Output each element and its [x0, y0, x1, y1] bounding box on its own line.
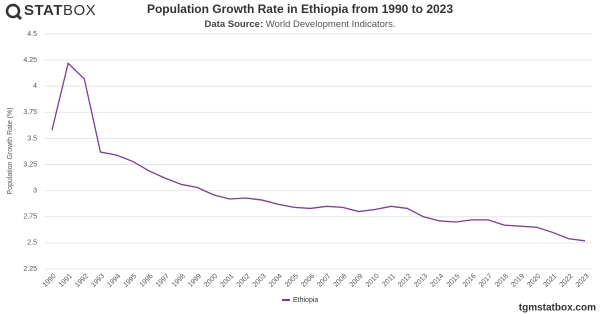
logo-icon: [15, 13, 23, 21]
y-tick-label: 2.25: [23, 266, 37, 273]
y-tick-label: 4: [33, 83, 37, 90]
subtitle-text: World Development Indicators.: [266, 19, 396, 30]
x-tick-label: 2010: [365, 273, 381, 289]
y-axis-label: Population Growth Rate (%): [7, 107, 14, 194]
y-tick-label: 4.5: [27, 31, 37, 38]
x-tick-label: 2015: [446, 273, 462, 289]
x-tick-label: 2016: [462, 273, 478, 289]
x-tick-label: 2019: [510, 273, 526, 289]
x-tick-label: 1998: [171, 273, 187, 289]
y-tick-label: 3.25: [23, 161, 37, 168]
logo-light: BOX: [63, 2, 96, 19]
x-tick-label: 1992: [74, 273, 90, 289]
x-tick-label: 2021: [542, 273, 558, 289]
x-tick-label: 2002: [236, 273, 252, 289]
y-tick-label: 3: [33, 188, 37, 195]
x-tick-label: 2022: [559, 273, 575, 289]
x-tick-label: 2023: [575, 273, 591, 289]
data-line: [51, 61, 586, 242]
x-tick-label: 2020: [526, 273, 542, 289]
x-tick-label: 2007: [316, 273, 332, 289]
logo-icon: [5, 3, 21, 19]
x-tick-label: 2012: [397, 273, 413, 289]
footer: tgmstatbox.com: [519, 303, 596, 314]
logo: STATBOX: [5, 2, 96, 21]
chart-subtitle: Data Source: World Development Indicator…: [205, 19, 396, 30]
x-tick-label: 1994: [106, 273, 122, 289]
chart-title: Population Growth Rate in Ethiopia from …: [147, 2, 453, 16]
x-tick-label: 2009: [349, 273, 365, 289]
x-tick-label: 1993: [90, 273, 106, 289]
x-tick-label: 1996: [139, 273, 155, 289]
x-tick-label: 1991: [58, 273, 74, 289]
y-tick-label: 2.5: [27, 240, 37, 247]
legend: Ethiopia: [282, 297, 318, 304]
x-tick-label: 1995: [123, 273, 139, 289]
logo-text: STATBOX: [24, 2, 96, 19]
y-tick-label: 4.25: [23, 57, 37, 64]
x-tick-label: 2014: [429, 273, 445, 289]
x-tick-label: 2000: [203, 273, 219, 289]
x-tick-label: 1999: [187, 273, 203, 289]
x-tick-label: 2005: [284, 273, 300, 289]
subtitle-label: Data Source:: [205, 19, 264, 30]
y-tick-label: 3.75: [23, 109, 37, 116]
x-tick-label: 2003: [252, 273, 268, 289]
x-tick-label: 2006: [300, 273, 316, 289]
x-tick-label: 1997: [155, 273, 171, 289]
x-tick-label: 2001: [219, 273, 235, 289]
x-tick-label: 1990: [42, 273, 58, 289]
y-tick-label: 3.5: [27, 135, 37, 142]
x-tick-label: 2013: [413, 273, 429, 289]
x-tick-label: 2011: [381, 273, 397, 289]
logo-bold: STAT: [24, 2, 63, 19]
y-tick-label: 2.75: [23, 214, 37, 221]
x-tick-label: 2008: [332, 273, 348, 289]
legend-label: Ethiopia: [293, 297, 318, 304]
x-tick-label: 2017: [478, 273, 494, 289]
x-tick-label: 2018: [494, 273, 510, 289]
x-tick-label: 2004: [268, 273, 284, 289]
